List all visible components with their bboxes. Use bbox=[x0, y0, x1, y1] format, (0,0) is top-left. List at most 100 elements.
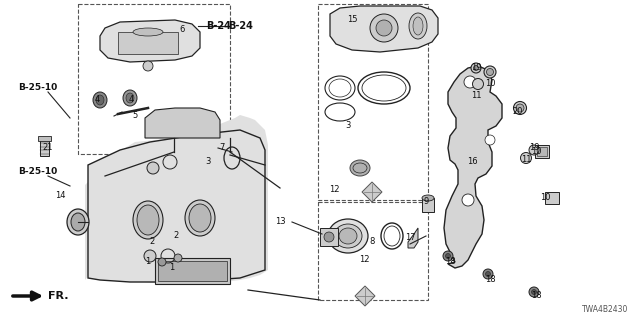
Ellipse shape bbox=[529, 145, 539, 155]
Ellipse shape bbox=[350, 160, 370, 176]
Ellipse shape bbox=[133, 28, 163, 36]
Text: TWA4B2430: TWA4B2430 bbox=[582, 306, 628, 315]
Text: 15: 15 bbox=[347, 15, 357, 25]
Polygon shape bbox=[100, 20, 200, 62]
Circle shape bbox=[464, 76, 476, 88]
Ellipse shape bbox=[516, 104, 524, 112]
Text: 2: 2 bbox=[149, 237, 155, 246]
Text: B-25-10: B-25-10 bbox=[18, 84, 57, 92]
Text: 6: 6 bbox=[179, 26, 185, 35]
Text: 18: 18 bbox=[445, 258, 455, 267]
Ellipse shape bbox=[123, 90, 137, 106]
Bar bbox=[545, 192, 559, 204]
Text: 17: 17 bbox=[404, 234, 415, 243]
Text: 10: 10 bbox=[540, 194, 550, 203]
Polygon shape bbox=[88, 130, 265, 282]
Ellipse shape bbox=[137, 205, 159, 235]
Polygon shape bbox=[355, 286, 375, 306]
Circle shape bbox=[174, 254, 182, 262]
Ellipse shape bbox=[529, 287, 539, 297]
Polygon shape bbox=[330, 6, 438, 52]
Text: 4: 4 bbox=[129, 95, 134, 105]
Text: 1: 1 bbox=[145, 258, 150, 267]
Polygon shape bbox=[362, 182, 382, 202]
Bar bbox=[38, 136, 51, 141]
Text: 1: 1 bbox=[170, 263, 175, 273]
Text: 21: 21 bbox=[43, 143, 53, 153]
Text: FR.: FR. bbox=[48, 291, 68, 301]
Bar bbox=[158, 261, 227, 281]
Ellipse shape bbox=[71, 213, 85, 231]
Ellipse shape bbox=[133, 201, 163, 239]
Text: 10: 10 bbox=[531, 148, 541, 156]
Text: 3: 3 bbox=[205, 157, 211, 166]
Ellipse shape bbox=[339, 228, 357, 244]
Bar bbox=[422, 198, 434, 212]
Ellipse shape bbox=[409, 13, 427, 39]
Bar bbox=[40, 140, 49, 156]
Text: 20: 20 bbox=[513, 108, 524, 116]
Text: 12: 12 bbox=[329, 186, 339, 195]
Ellipse shape bbox=[483, 269, 493, 279]
Ellipse shape bbox=[513, 101, 527, 115]
Ellipse shape bbox=[472, 78, 483, 90]
Text: 5: 5 bbox=[132, 111, 138, 121]
Ellipse shape bbox=[486, 68, 493, 76]
Ellipse shape bbox=[471, 63, 481, 73]
Ellipse shape bbox=[445, 253, 451, 259]
Text: 9: 9 bbox=[424, 197, 429, 206]
Bar bbox=[155, 258, 230, 284]
Circle shape bbox=[462, 194, 474, 206]
Text: B-24: B-24 bbox=[206, 21, 231, 31]
Ellipse shape bbox=[422, 195, 434, 201]
Ellipse shape bbox=[520, 153, 531, 164]
Text: 19: 19 bbox=[529, 143, 540, 153]
Text: 18: 18 bbox=[484, 276, 495, 284]
Ellipse shape bbox=[185, 200, 215, 236]
Ellipse shape bbox=[486, 271, 490, 276]
Text: 3: 3 bbox=[346, 122, 351, 131]
Ellipse shape bbox=[96, 95, 104, 105]
Circle shape bbox=[485, 135, 495, 145]
Ellipse shape bbox=[93, 92, 107, 108]
Text: 2: 2 bbox=[173, 231, 179, 241]
Ellipse shape bbox=[484, 66, 496, 78]
Bar bbox=[535, 145, 549, 158]
Bar bbox=[118, 32, 178, 54]
Text: 14: 14 bbox=[55, 191, 65, 201]
Ellipse shape bbox=[126, 93, 134, 103]
Text: 4: 4 bbox=[94, 95, 100, 105]
Bar bbox=[78, 4, 230, 154]
Text: 13: 13 bbox=[275, 218, 285, 227]
Text: 19: 19 bbox=[471, 63, 481, 73]
Ellipse shape bbox=[531, 290, 536, 294]
Text: 11: 11 bbox=[521, 156, 531, 164]
Ellipse shape bbox=[189, 204, 211, 232]
Bar bbox=[318, 202, 428, 300]
Circle shape bbox=[324, 232, 334, 242]
Ellipse shape bbox=[443, 251, 453, 261]
Circle shape bbox=[144, 250, 156, 262]
Bar bbox=[320, 228, 338, 246]
Circle shape bbox=[370, 14, 398, 42]
Circle shape bbox=[147, 162, 159, 174]
Text: B-25-10: B-25-10 bbox=[18, 167, 57, 177]
Text: 8: 8 bbox=[369, 237, 374, 246]
Polygon shape bbox=[145, 108, 220, 138]
Text: B-24: B-24 bbox=[228, 21, 253, 31]
Circle shape bbox=[143, 61, 153, 71]
Circle shape bbox=[158, 258, 166, 266]
Text: 10: 10 bbox=[484, 79, 495, 89]
Text: 18: 18 bbox=[531, 292, 541, 300]
Ellipse shape bbox=[328, 219, 368, 253]
Circle shape bbox=[376, 20, 392, 36]
Text: 16: 16 bbox=[467, 157, 477, 166]
Ellipse shape bbox=[413, 17, 423, 35]
Ellipse shape bbox=[474, 66, 479, 70]
Ellipse shape bbox=[334, 224, 362, 248]
Text: 7: 7 bbox=[220, 143, 225, 153]
Text: 12: 12 bbox=[359, 255, 369, 265]
Text: 11: 11 bbox=[471, 92, 481, 100]
Ellipse shape bbox=[67, 209, 89, 235]
Polygon shape bbox=[408, 228, 418, 248]
